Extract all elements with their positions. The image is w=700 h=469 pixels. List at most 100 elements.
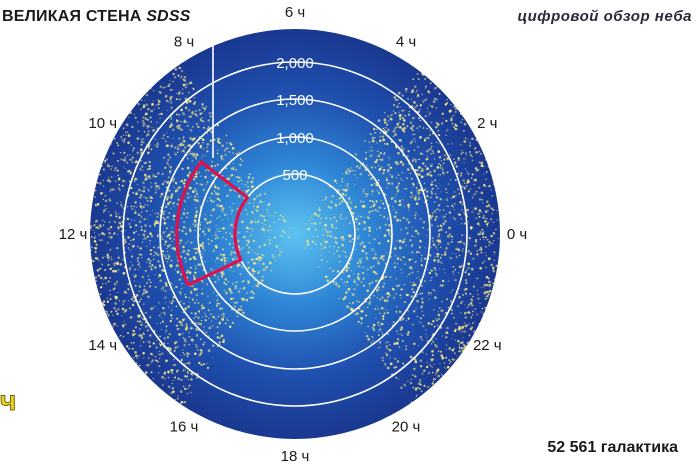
galaxy-point: [169, 165, 173, 169]
galaxy-point: [204, 213, 207, 216]
galaxy-point: [370, 342, 373, 344]
galaxy-point: [401, 340, 404, 343]
galaxy-point: [227, 319, 229, 322]
galaxy-point: [350, 270, 353, 272]
galaxy-point: [216, 197, 220, 201]
galaxy-point: [455, 255, 457, 257]
galaxy-point: [420, 305, 423, 308]
galaxy-point: [197, 349, 199, 351]
galaxy-point: [182, 369, 185, 372]
galaxy-point: [194, 230, 196, 232]
galaxy-point: [412, 197, 414, 199]
galaxy-point: [209, 139, 212, 142]
galaxy-point: [140, 138, 143, 141]
galaxy-point: [345, 284, 347, 286]
galaxy-point: [379, 312, 381, 314]
galaxy-point: [232, 152, 234, 154]
galaxy-point: [479, 302, 481, 304]
galaxy-point: [446, 235, 450, 238]
galaxy-point: [345, 291, 348, 294]
galaxy-point: [143, 131, 146, 133]
galaxy-point: [430, 174, 432, 176]
galaxy-point: [147, 176, 150, 179]
galaxy-point: [137, 121, 139, 123]
galaxy-point: [371, 200, 374, 203]
galaxy-point: [399, 219, 402, 222]
galaxy-point: [167, 100, 170, 103]
galaxy-point: [165, 145, 167, 147]
galaxy-point: [380, 307, 383, 310]
galaxy-point: [437, 253, 440, 256]
galaxy-point: [112, 188, 115, 191]
galaxy-point: [430, 142, 433, 145]
galaxy-point: [444, 250, 447, 254]
galaxy-point: [428, 271, 431, 275]
galaxy-point: [139, 247, 142, 250]
galaxy-point: [170, 301, 173, 305]
galaxy-point: [218, 215, 221, 218]
galaxy-point: [356, 177, 358, 179]
galaxy-point: [172, 364, 175, 367]
galaxy-point: [104, 276, 107, 280]
galaxy-point: [386, 124, 388, 127]
galaxy-point: [203, 306, 206, 309]
galaxy-point: [166, 144, 169, 148]
galaxy-point: [316, 214, 320, 218]
galaxy-point: [493, 278, 496, 281]
galaxy-point: [147, 258, 150, 261]
galaxy-point: [183, 120, 186, 124]
galaxy-point: [445, 231, 448, 233]
galaxy-point: [255, 257, 259, 261]
galaxy-point: [223, 213, 227, 217]
galaxy-point: [100, 238, 103, 242]
galaxy-point: [149, 116, 152, 119]
galaxy-point: [246, 181, 249, 184]
galaxy-point: [433, 266, 436, 270]
galaxy-point: [157, 301, 160, 304]
galaxy-point: [147, 357, 150, 360]
galaxy-point: [190, 152, 194, 156]
galaxy-point: [106, 300, 108, 302]
galaxy-point: [421, 301, 424, 304]
galaxy-point: [352, 273, 354, 275]
galaxy-point: [117, 291, 119, 294]
galaxy-point: [370, 205, 373, 208]
galaxy-point: [365, 195, 368, 198]
galaxy-point: [423, 182, 426, 185]
galaxy-point: [227, 217, 229, 219]
galaxy-point: [471, 211, 473, 213]
galaxy-point: [420, 167, 422, 169]
galaxy-point: [283, 231, 286, 234]
galaxy-point: [236, 315, 239, 318]
galaxy-point: [155, 188, 157, 190]
galaxy-point: [242, 280, 245, 283]
galaxy-point: [182, 83, 186, 87]
hour-label: 8 ч: [174, 34, 194, 51]
galaxy-point: [453, 191, 456, 193]
galaxy-point: [377, 330, 379, 333]
galaxy-point: [241, 159, 244, 162]
galaxy-point: [404, 384, 406, 387]
galaxy-point: [471, 159, 474, 162]
galaxy-point: [240, 265, 244, 269]
galaxy-point: [344, 193, 347, 197]
galaxy-point: [157, 353, 159, 355]
galaxy-point: [177, 126, 181, 130]
galaxy-point: [184, 296, 187, 299]
galaxy-point: [208, 112, 211, 115]
galaxy-point: [444, 219, 447, 223]
galaxy-point: [391, 175, 394, 178]
galaxy-point: [180, 321, 183, 324]
galaxy-point: [147, 189, 150, 192]
galaxy-point: [97, 274, 101, 277]
galaxy-point: [427, 195, 429, 198]
galaxy-point: [472, 295, 474, 298]
galaxy-point: [452, 270, 455, 273]
galaxy-point: [417, 233, 419, 235]
galaxy-point: [166, 247, 168, 250]
galaxy-point: [487, 165, 490, 168]
galaxy-point: [317, 266, 320, 269]
galaxy-point: [240, 305, 243, 308]
galaxy-point: [372, 328, 376, 332]
